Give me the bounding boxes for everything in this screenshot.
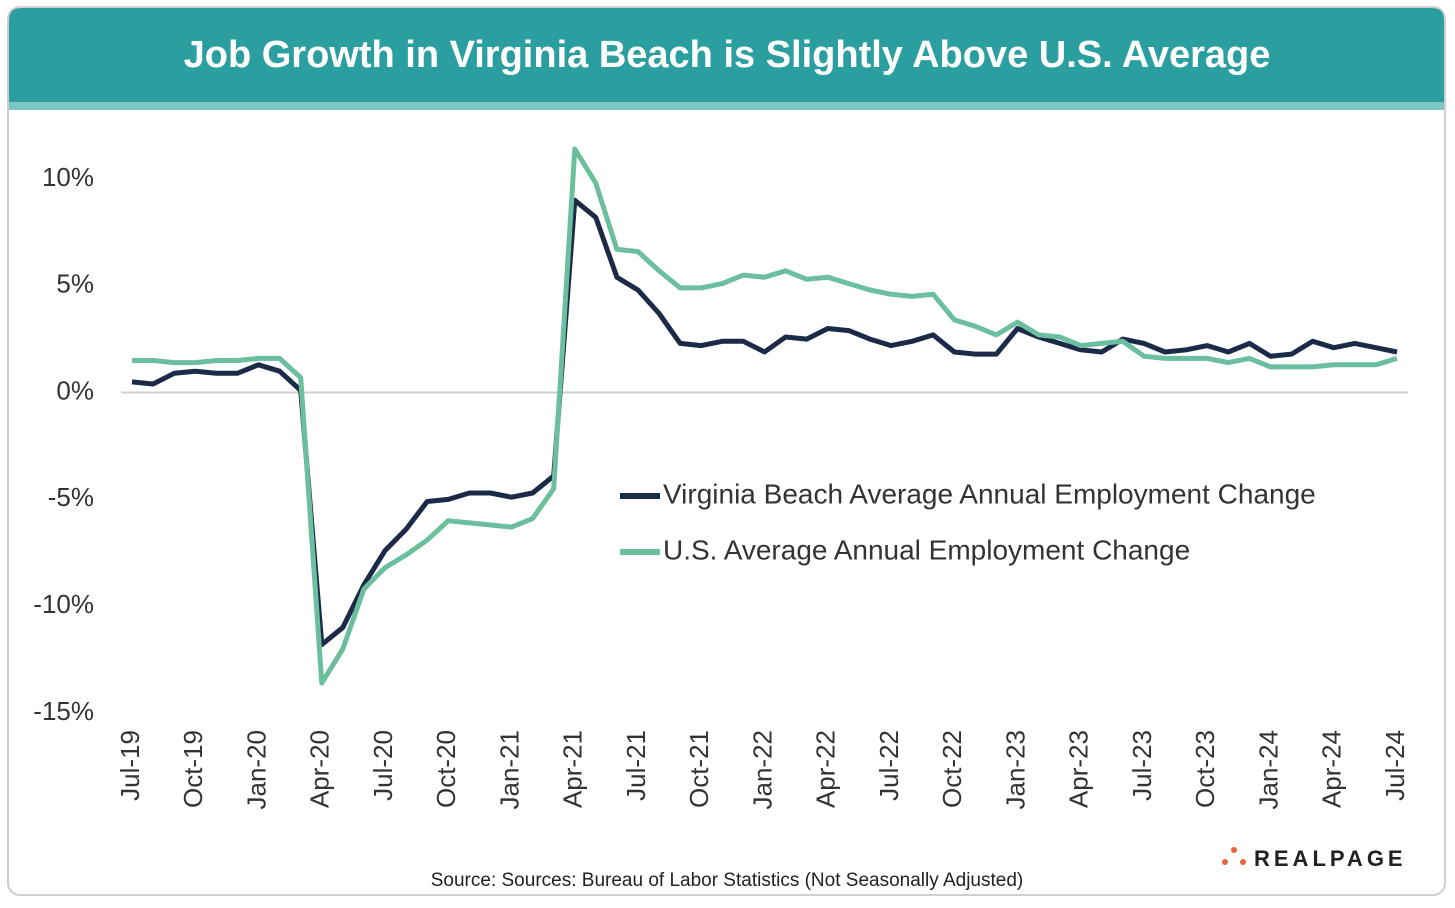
x-tick-label: Oct-21 — [684, 730, 714, 808]
source-note: Source: Sources: Bureau of Labor Statist… — [431, 870, 1023, 891]
chart-title: Job Growth in Virginia Beach is Slightly… — [184, 34, 1271, 76]
x-tick-label: Jul-20 — [368, 730, 398, 801]
x-tick-label: Apr-21 — [558, 730, 588, 808]
x-tick-label: Oct-23 — [1190, 730, 1220, 808]
x-tick-label: Oct-19 — [178, 730, 208, 808]
x-tick-label: Apr-23 — [1064, 730, 1094, 808]
x-tick-label: Jul-22 — [874, 730, 904, 801]
x-tick-label: Jan-22 — [747, 730, 777, 810]
logo-dot — [1222, 859, 1228, 865]
x-tick-label: Jan-21 — [494, 730, 524, 810]
logo-dot — [1240, 859, 1246, 865]
legend-label: U.S. Average Annual Employment Change — [663, 534, 1190, 565]
x-tick-label: Jul-19 — [115, 730, 145, 801]
x-tick-label: Jan-24 — [1253, 730, 1283, 810]
legend-label: Virginia Beach Average Annual Employment… — [663, 478, 1316, 509]
x-tick-label: Jan-20 — [241, 730, 271, 810]
x-tick-label: Apr-20 — [305, 730, 335, 808]
y-tick-label: 0% — [56, 375, 94, 405]
y-tick-label: -5% — [48, 482, 94, 512]
x-tick-label: Oct-20 — [431, 730, 461, 808]
x-tick-label: Jul-21 — [621, 730, 651, 801]
logo-dot — [1231, 847, 1237, 853]
x-tick-label: Jul-23 — [1127, 730, 1157, 801]
x-tick-label: Jul-24 — [1380, 730, 1410, 801]
y-tick-label: 5% — [56, 269, 94, 299]
header-stripe — [9, 102, 1444, 110]
x-tick-label: Apr-24 — [1317, 730, 1347, 808]
x-tick-label: Oct-22 — [937, 730, 967, 808]
series-line — [131, 197, 1398, 648]
logo-text: REALPAGE — [1254, 846, 1407, 871]
y-tick-label: 10% — [42, 162, 94, 192]
header-bar — [9, 8, 1444, 102]
x-tick-label: Jan-23 — [1000, 730, 1030, 810]
series-line — [132, 146, 1398, 686]
y-tick-label: -15% — [33, 696, 94, 726]
card — [7, 6, 1446, 896]
y-tick-label: -10% — [33, 589, 94, 619]
x-tick-label: Apr-22 — [811, 730, 841, 808]
